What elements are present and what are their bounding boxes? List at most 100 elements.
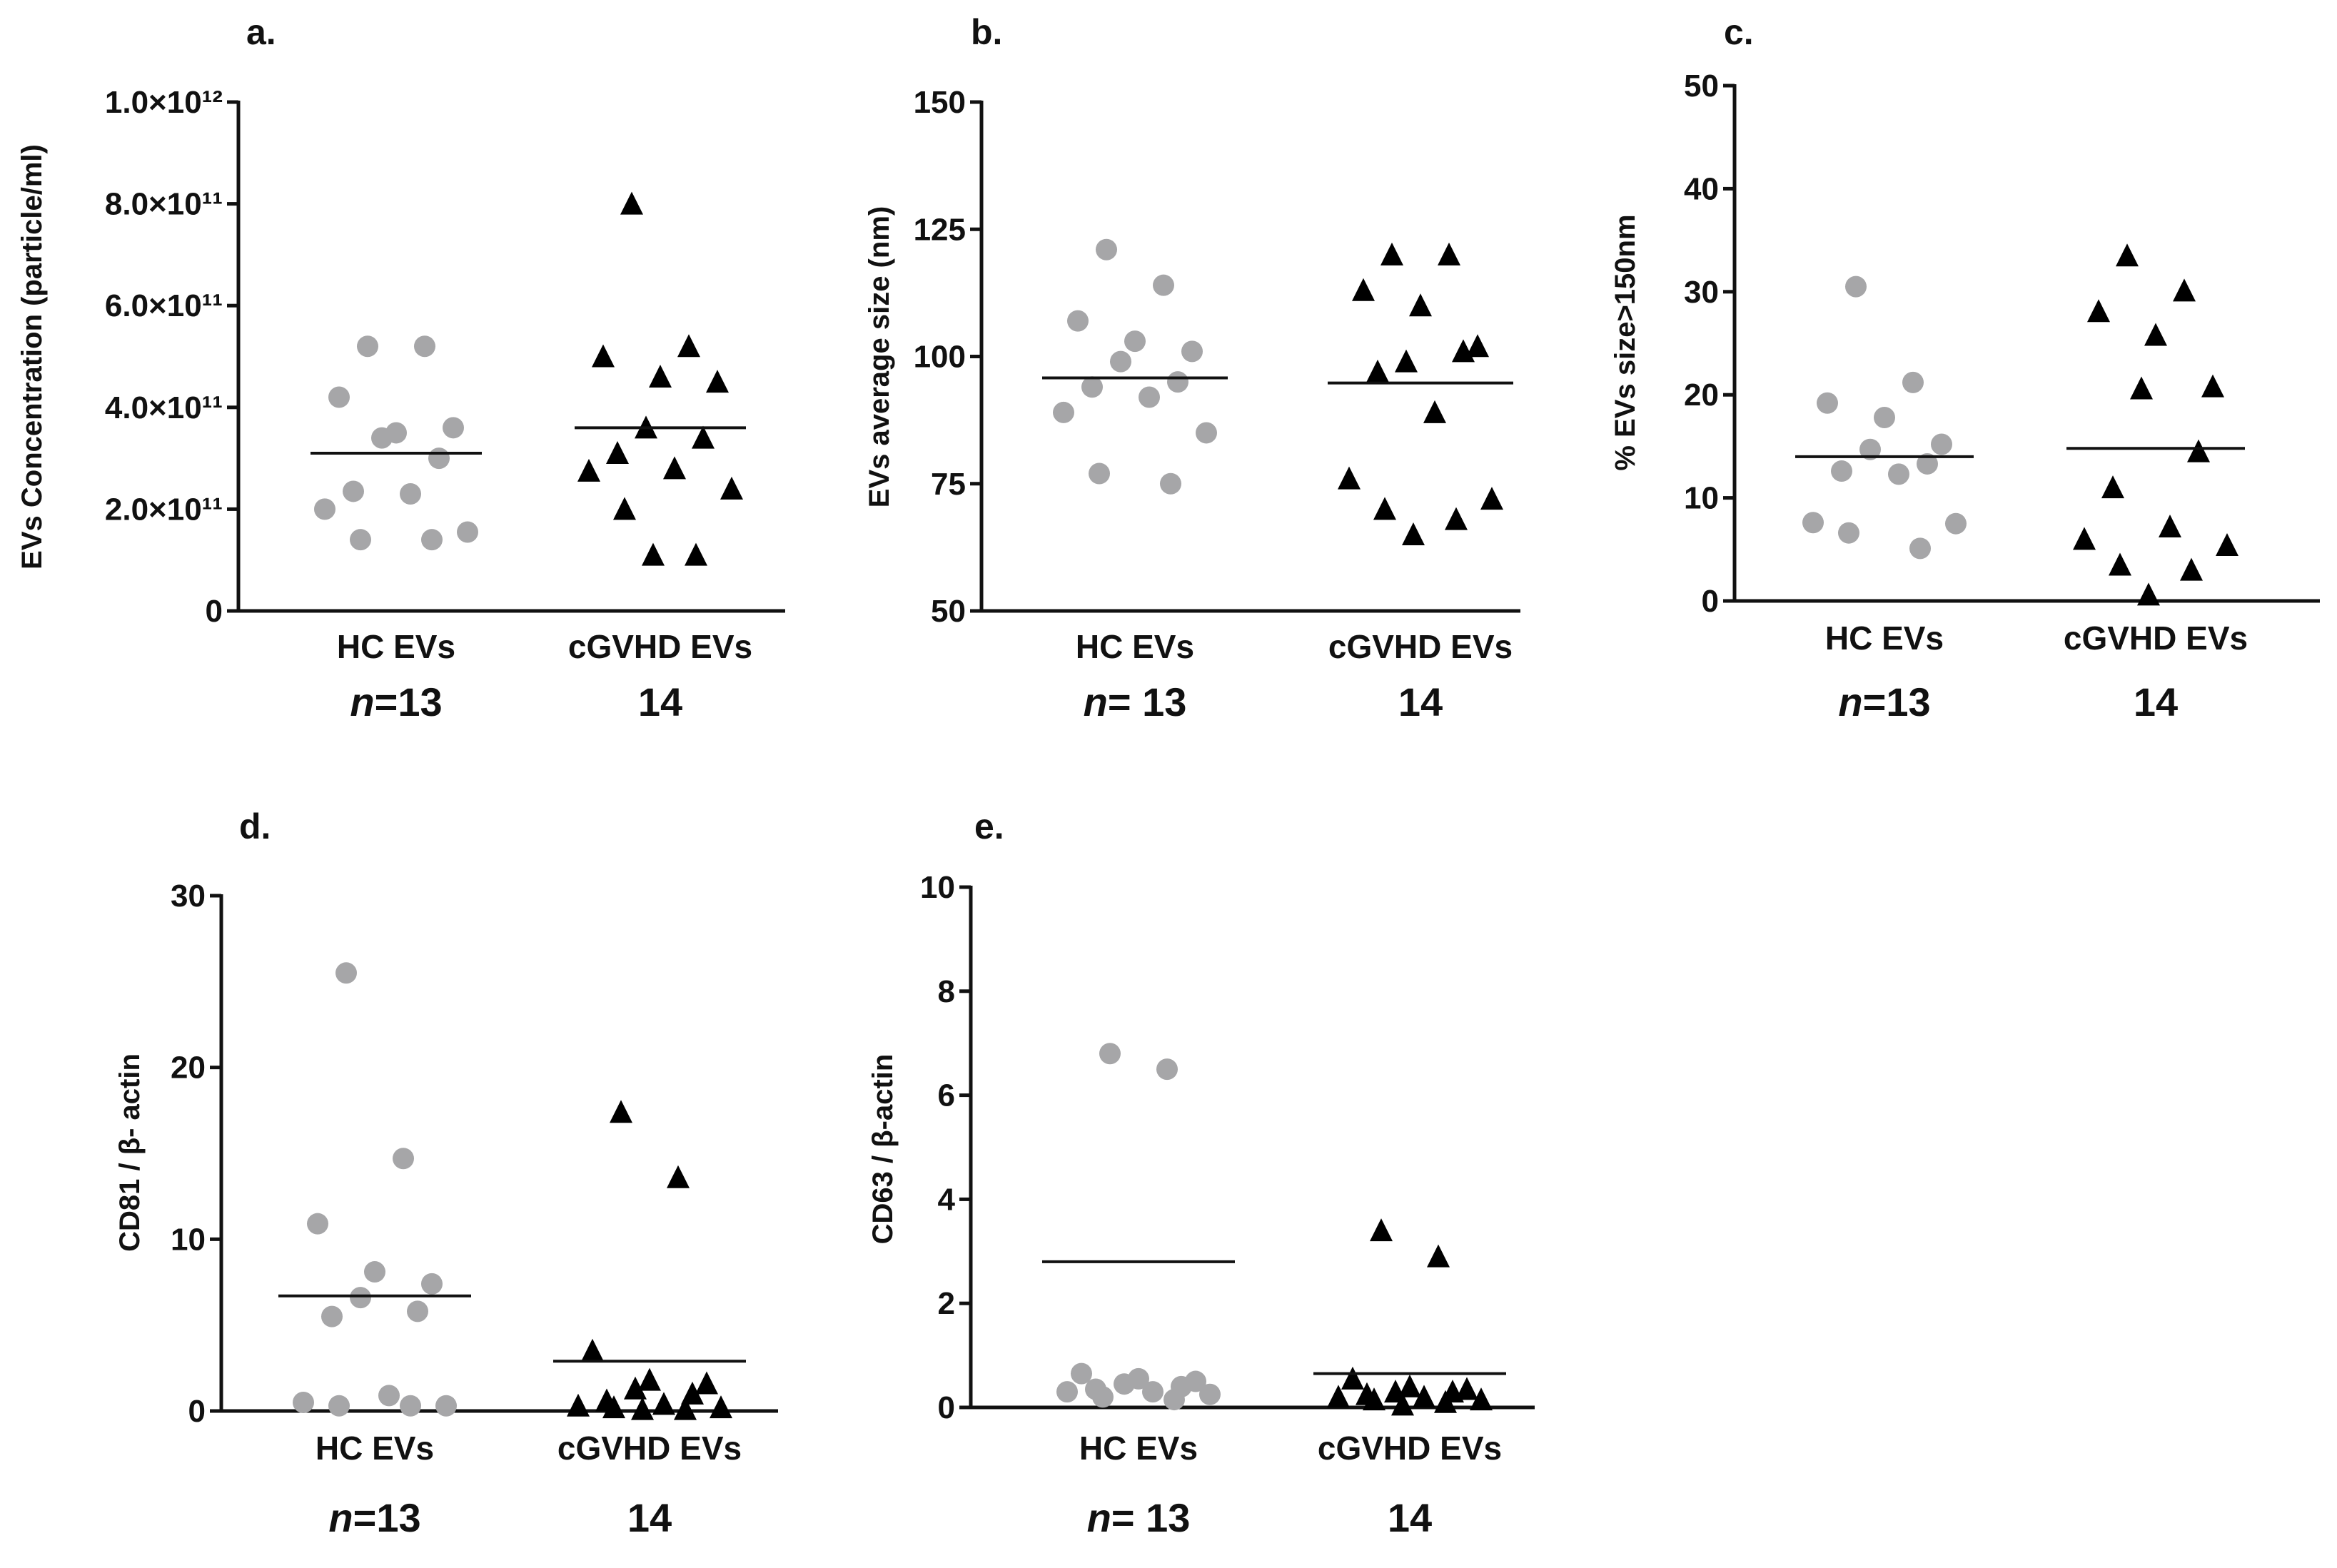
cgvhd-data-point	[592, 344, 615, 368]
cgvhd-data-point	[1480, 487, 1503, 510]
n-count-label: 14	[627, 1495, 672, 1540]
y-tick-label: 6	[938, 1078, 955, 1113]
hc-data-point	[1199, 1383, 1221, 1405]
n-count-label: n= 13	[1087, 1495, 1191, 1540]
hc-data-point	[1931, 433, 1952, 455]
hc-data-point	[1164, 1389, 1185, 1411]
hc-data-point	[335, 962, 357, 984]
n-value: 14	[1388, 1495, 1432, 1540]
cgvhd-data-point	[567, 1393, 590, 1417]
cgvhd-data-point	[1395, 349, 1418, 373]
hc-data-point	[1817, 392, 1838, 414]
cgvhd-data-point	[610, 1100, 632, 1123]
n-value: 14	[638, 679, 682, 724]
cgvhd-data-point	[638, 1367, 661, 1391]
panel-label: e.	[974, 806, 1004, 846]
n-count-label: 14	[1398, 679, 1443, 724]
y-tick-label: 30	[171, 879, 206, 914]
y-tick-label: 50	[931, 594, 966, 629]
n-value: =13	[353, 1495, 421, 1540]
cgvhd-data-point	[720, 476, 743, 500]
y-axis-label: EVs Concentration (particle/ml)	[16, 144, 48, 570]
y-tick-label: 20	[1684, 378, 1719, 413]
cgvhd-data-point	[706, 370, 729, 393]
cgvhd-data-point	[2073, 527, 2096, 550]
hc-data-point	[1838, 522, 1859, 544]
panel-label: d.	[239, 806, 271, 846]
x-category-label: HC EVs	[1079, 1430, 1198, 1467]
cgvhd-data-point	[1363, 1387, 1385, 1411]
cgvhd-data-point	[1434, 1390, 1457, 1413]
cgvhd-data-point	[1409, 293, 1432, 317]
y-tick-label: 75	[931, 467, 966, 502]
hc-data-point	[1067, 310, 1089, 332]
panel-label: a.	[246, 12, 276, 52]
hc-data-point	[1142, 1381, 1164, 1403]
cgvhd-data-point	[2109, 552, 2131, 576]
x-category-label: HC EVs	[337, 628, 455, 665]
cgvhd-data-point	[667, 1165, 690, 1188]
cgvhd-data-point	[1373, 497, 1396, 520]
panel-a: a. EVs Concentration (particle/ml) 0 2.0×10…	[16, 12, 785, 724]
hc-data-point	[407, 1300, 428, 1322]
hc-data-point	[1859, 438, 1881, 460]
y-tick-label: 4	[938, 1182, 956, 1217]
panel-d: d. CD81 / β- actin 0 10 20 30 HC EVs n=13 cGVHD …	[114, 806, 778, 1540]
cgvhd-data-point	[2173, 278, 2196, 302]
cgvhd-data-point	[602, 1395, 625, 1419]
x-category-label: HC EVs	[1076, 628, 1194, 665]
n-value: =13	[1863, 679, 1931, 724]
cgvhd-data-point	[1391, 1392, 1414, 1416]
cgvhd-data-point	[2137, 582, 2160, 606]
y-axis-label: CD81 / β- actin	[114, 1053, 146, 1252]
hc-data-point	[1114, 1373, 1135, 1395]
hc-data-point	[435, 1395, 457, 1417]
n-value: =13	[375, 679, 443, 724]
cgvhd-data-point	[631, 1397, 654, 1420]
hc-data-point	[328, 386, 350, 408]
hc-data-point	[1081, 376, 1103, 398]
cgvhd-data-point	[577, 458, 600, 482]
y-tick-label: 6.0×10¹¹	[105, 288, 223, 323]
hc-data-point	[1196, 422, 1217, 444]
cgvhd-data-point	[2130, 376, 2153, 400]
cgvhd-data-point	[1427, 1244, 1450, 1268]
hc-data-point	[1056, 1381, 1078, 1403]
y-tick-label: 100	[914, 340, 966, 375]
cgvhd-data-point	[692, 425, 715, 449]
cgvhd-data-point	[1402, 522, 1425, 546]
cgvhd-data-point	[1366, 359, 1389, 383]
cgvhd-data-point	[642, 542, 665, 566]
hc-data-point	[1110, 350, 1131, 373]
n-prefix: n	[1084, 679, 1108, 724]
cgvhd-data-point	[1470, 1387, 1493, 1411]
n-value: = 13	[1108, 679, 1187, 724]
hc-data-point	[1139, 386, 1160, 408]
x-category-label: HC EVs	[316, 1430, 434, 1467]
cgvhd-data-point	[2201, 374, 2224, 398]
n-prefix: n	[350, 679, 374, 724]
y-tick-label: 10	[920, 870, 955, 905]
hc-data-point	[400, 483, 421, 505]
hc-data-point	[1096, 238, 1117, 261]
n-count-label: 14	[638, 679, 682, 724]
cgvhd-data-point	[1370, 1218, 1393, 1242]
cgvhd-data-point	[620, 191, 643, 215]
y-tick-label: 20	[171, 1051, 206, 1086]
panel-label: c.	[1724, 12, 1754, 52]
y-tick-label: 0	[206, 594, 223, 629]
cgvhd-data-point	[2180, 557, 2203, 581]
y-tick-label: 150	[914, 85, 966, 120]
n-count-label: 14	[1388, 1495, 1432, 1540]
cgvhd-data-point	[1341, 1366, 1364, 1390]
hc-data-point	[443, 417, 464, 439]
y-tick-label: 2.0×10¹¹	[105, 492, 223, 527]
hc-data-point	[421, 529, 443, 551]
hc-data-point	[1167, 371, 1188, 393]
hc-data-point	[1124, 330, 1146, 353]
cgvhd-data-point	[1455, 1377, 1478, 1400]
hc-data-point	[414, 335, 435, 358]
hc-data-point	[350, 529, 371, 551]
n-count-label: n= 13	[1084, 679, 1187, 724]
hc-data-point	[1874, 406, 1895, 428]
